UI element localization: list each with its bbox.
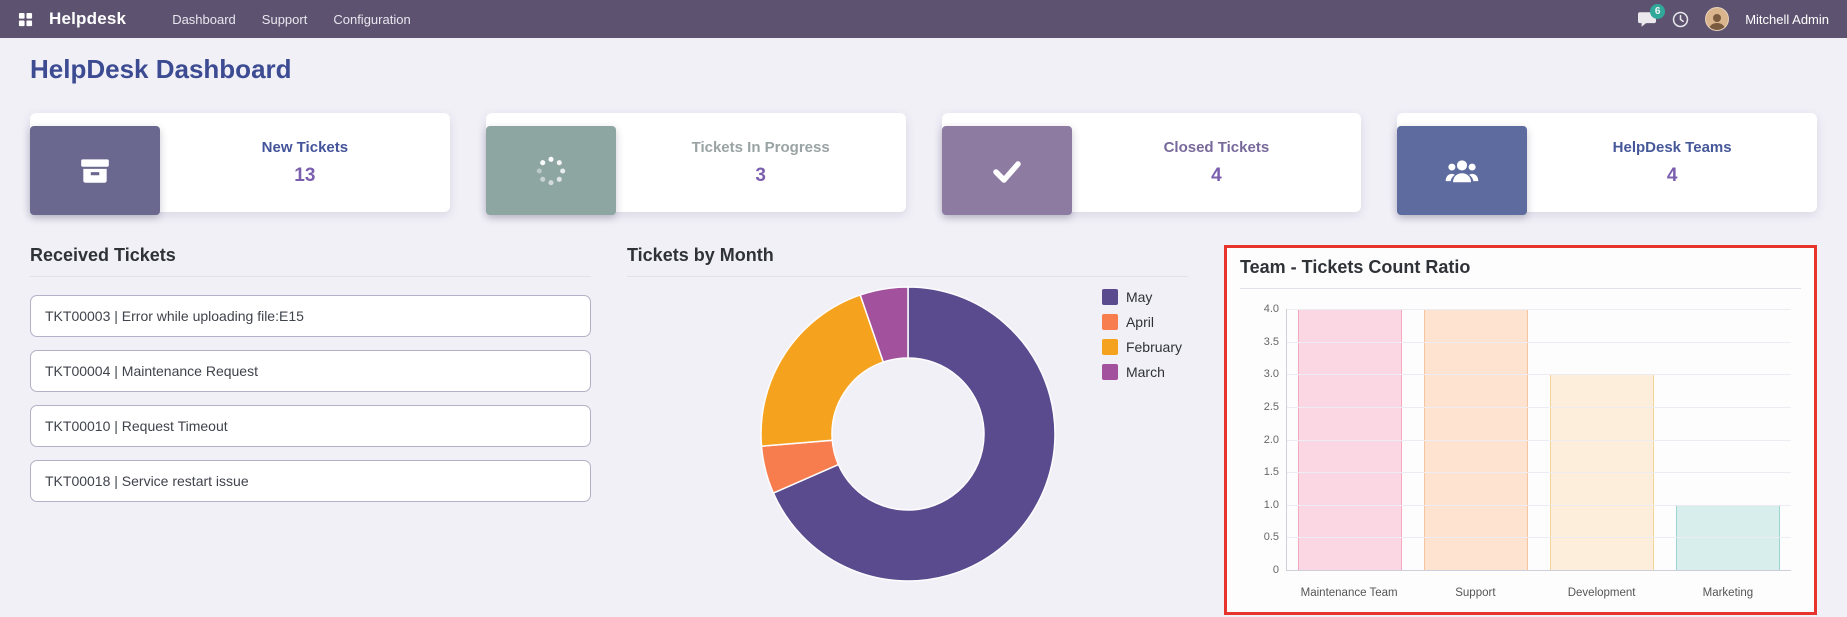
received-tickets-title: Received Tickets (30, 245, 591, 277)
x-axis-category-label: Support (1455, 587, 1496, 599)
kpi-content: New Tickets 13 (160, 113, 450, 212)
donut-legend: May April February March (1101, 289, 1182, 380)
gridline (1287, 341, 1791, 343)
legend-item-may[interactable]: May (1101, 289, 1182, 305)
apps-menu-icon[interactable] (18, 12, 33, 27)
kpi-row: New Tickets 13 Tickets In Progress 3 Cl (30, 113, 1817, 215)
x-axis-category-label: Marketing (1702, 587, 1754, 599)
kpi-card-closed-tickets[interactable]: Closed Tickets 4 (941, 113, 1362, 215)
x-axis-category-label: Maintenance Team (1300, 587, 1398, 599)
kpi-content: HelpDesk Teams 4 (1527, 113, 1817, 212)
bar-category-labels: Maintenance Team Support Development Market… (1286, 587, 1791, 599)
legend-label: March (1125, 364, 1165, 380)
kpi-card-helpdesk-teams[interactable]: HelpDesk Teams 4 (1397, 113, 1817, 215)
kpi-icon-block (485, 126, 616, 215)
gridline (1287, 472, 1791, 474)
legend-swatch (1101, 364, 1118, 380)
kpi-label: Tickets In Progress (691, 138, 830, 156)
legend-label: May (1125, 289, 1153, 305)
kpi-label: Closed Tickets (1163, 138, 1270, 156)
donut-slice-february[interactable] (759, 294, 884, 447)
y-axis-tick-label: 0.5 (1263, 531, 1279, 544)
gridline (1287, 374, 1791, 376)
gridline (1287, 309, 1791, 310)
ticket-list-item[interactable]: TKT00018 | Service restart issue (30, 460, 591, 502)
team-tickets-panel: Team - Tickets Count Ratio 4.0 3.5 3.0 2.5 2… (1224, 245, 1817, 615)
gridline (1287, 439, 1791, 441)
main-menu: Dashboard Support Configuration (172, 12, 410, 27)
kpi-content: Closed Tickets 4 (1072, 113, 1362, 212)
tickets-by-month-donut (759, 286, 1056, 582)
y-axis-tick-label: 2.0 (1263, 433, 1279, 446)
kpi-value: 4 (1211, 164, 1222, 186)
gridline (1287, 406, 1791, 408)
gridline (1287, 504, 1791, 506)
ticket-list-item[interactable]: TKT00003 | Error while uploading file:E1… (30, 295, 591, 337)
received-tickets-list: TKT00003 | Error while uploading file:E1… (30, 295, 591, 502)
menu-support[interactable]: Support (261, 11, 308, 27)
inbox-icon (81, 158, 109, 183)
x-axis-category-label: Development (1567, 587, 1636, 599)
check-icon (992, 160, 1021, 183)
messages-badge: 6 (1650, 3, 1666, 19)
tickets-by-month-title: Tickets by Month (627, 245, 1188, 277)
dashboard-panels: Received Tickets TKT00003 | Error while … (30, 245, 1817, 615)
team-bar-chart: 4.0 3.5 3.0 2.5 2.0 1.5 1.0 0.5 0 Maintenance Te… (1240, 301, 1801, 601)
kpi-card-tickets-in-progress[interactable]: Tickets In Progress 3 (485, 113, 906, 215)
kpi-value: 4 (1666, 164, 1678, 186)
activities-clock-icon[interactable] (1672, 11, 1689, 28)
kpi-label: HelpDesk Teams (1612, 138, 1732, 156)
user-name[interactable]: Mitchell Admin (1745, 11, 1829, 27)
legend-swatch (1101, 339, 1118, 355)
y-axis-tick-label: 3.0 (1263, 368, 1279, 381)
y-axis-tick-label: 3.5 (1263, 335, 1279, 348)
y-axis-tick-label: 0 (1272, 564, 1279, 576)
team-icon (1445, 159, 1479, 182)
team-tickets-title: Team - Tickets Count Ratio (1240, 257, 1801, 289)
ticket-list-item[interactable]: TKT00010 | Request Timeout (30, 405, 591, 447)
page-title: HelpDesk Dashboard (30, 54, 292, 84)
legend-label: April (1125, 314, 1154, 330)
menu-configuration[interactable]: Configuration (333, 11, 411, 27)
legend-item-march[interactable]: March (1101, 364, 1182, 380)
y-axis-tick-label: 1.0 (1263, 498, 1279, 511)
navbar-right: 6 Mitchell Admin (1638, 3, 1829, 31)
kpi-value: 3 (755, 164, 766, 186)
received-tickets-panel: Received Tickets TKT00003 | Error while … (30, 245, 591, 515)
app-brand[interactable]: Helpdesk (49, 9, 127, 28)
kpi-label: New Tickets (261, 138, 349, 156)
menu-dashboard[interactable]: Dashboard (172, 11, 236, 27)
legend-item-april[interactable]: April (1101, 314, 1182, 330)
kpi-value: 13 (294, 164, 316, 186)
donut-slice-march[interactable] (858, 286, 909, 364)
tickets-by-month-panel: Tickets by Month May April February March (627, 245, 1188, 585)
kpi-icon-block (941, 126, 1072, 215)
y-axis-tick-label: 4.0 (1263, 303, 1279, 315)
ticket-list-item[interactable]: TKT00004 | Maintenance Request (30, 350, 591, 392)
kpi-icon-block (1397, 126, 1528, 215)
messages-icon[interactable]: 6 (1638, 3, 1666, 28)
y-axis-tick-label: 2.5 (1263, 400, 1279, 413)
donut-slice-may[interactable] (771, 286, 1056, 582)
legend-label: February (1125, 339, 1182, 355)
kpi-icon-block (30, 126, 160, 215)
donut-chart-area: May April February March (627, 283, 1188, 585)
bar-plot-area: 4.0 3.5 3.0 2.5 2.0 1.5 1.0 0.5 0 (1264, 303, 1791, 576)
legend-item-february[interactable]: February (1101, 339, 1182, 355)
legend-swatch (1101, 289, 1118, 305)
user-avatar[interactable] (1705, 7, 1730, 31)
spinner-icon (536, 156, 565, 185)
kpi-card-new-tickets[interactable]: New Tickets 13 (30, 113, 450, 215)
y-axis-tick-label: 1.5 (1263, 466, 1279, 479)
top-navbar: Helpdesk Dashboard Support Configuration… (0, 0, 1847, 38)
kpi-content: Tickets In Progress 3 (616, 113, 906, 212)
gridline (1287, 537, 1791, 539)
legend-swatch (1101, 314, 1118, 330)
